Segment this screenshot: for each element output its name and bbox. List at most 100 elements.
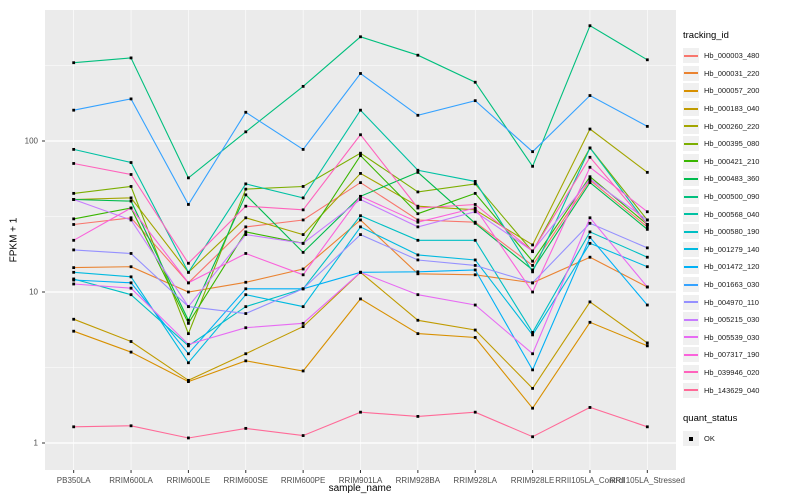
legend-label: Hb_005215_030: [704, 315, 760, 325]
data-point-marker: [645, 285, 649, 289]
legend-key: [683, 294, 699, 310]
data-point-marker: [72, 266, 76, 270]
legend-key: [683, 83, 699, 99]
legend-item-Hb_000580_190: Hb_000580_190: [683, 223, 798, 241]
legend-line-swatch: [684, 265, 698, 268]
legend-item-Hb_005539_030: Hb_005539_030: [683, 329, 798, 347]
data-point-marker: [531, 352, 534, 356]
data-point-marker: [301, 84, 305, 88]
data-point-marker: [588, 177, 592, 181]
legend-line-swatch: [684, 371, 698, 374]
data-point-marker: [645, 425, 649, 429]
legend-item-Hb_000183_040: Hb_000183_040: [683, 100, 798, 118]
data-point-marker: [187, 378, 190, 382]
data-point-marker: [244, 326, 248, 330]
legend-label: Hb_000003_480: [704, 51, 760, 61]
data-point-marker: [359, 214, 362, 218]
data-point-marker: [416, 53, 420, 57]
data-point-marker: [588, 320, 592, 324]
data-point-marker: [531, 264, 534, 267]
x-tick-label: RRIM600PE: [280, 476, 326, 485]
y-tick-label: 100: [24, 136, 38, 146]
legend-key: [683, 364, 699, 380]
data-point-marker: [244, 230, 248, 234]
data-point-marker: [187, 290, 190, 294]
x-axis-title: sample_name: [328, 483, 392, 494]
legend-line-swatch: [684, 283, 698, 286]
legend-tracking-items: Hb_000003_480 Hb_000031_220 Hb_000057_200 H…: [683, 47, 798, 399]
legend-label: OK: [704, 434, 715, 444]
legend-label: Hb_001279_140: [704, 244, 760, 254]
legend-line-swatch: [684, 301, 698, 304]
data-point-marker: [244, 216, 248, 220]
data-point-marker: [359, 218, 362, 222]
data-point-marker: [645, 223, 649, 226]
data-point-marker: [301, 273, 305, 277]
legend-label: Hb_000057_200: [704, 86, 760, 96]
data-point-marker: [588, 221, 592, 225]
y-axis-title: FPKM + 1: [8, 217, 20, 263]
data-point-marker: [416, 258, 420, 262]
data-point-marker: [359, 225, 362, 229]
x-tick-label: RRII105LA_Control: [555, 476, 625, 485]
legend-label: Hb_000031_220: [704, 68, 760, 78]
data-point-marker: [244, 233, 248, 236]
data-point-marker: [301, 233, 305, 236]
data-point-marker: [187, 344, 190, 348]
x-tick-label: RRIM928LE: [510, 476, 555, 485]
data-point-marker: [129, 281, 133, 285]
data-point-marker: [244, 110, 248, 114]
data-point-marker: [588, 24, 592, 28]
data-point-marker: [72, 329, 76, 333]
data-point-marker: [359, 72, 362, 75]
data-point-marker: [416, 204, 420, 208]
data-point-marker: [416, 225, 420, 229]
data-point-marker: [72, 147, 76, 151]
data-point-marker: [129, 350, 133, 354]
data-point-marker: [129, 286, 133, 290]
data-point-marker: [531, 259, 534, 263]
data-point-marker: [416, 206, 420, 210]
data-point-marker: [416, 332, 420, 336]
legend-key: [683, 347, 699, 363]
x-tick-label: RRIM901LA: [338, 476, 383, 485]
legend-line-swatch: [684, 72, 698, 75]
data-point-marker: [244, 352, 248, 356]
legend-item-Hb_000057_200: Hb_000057_200: [683, 82, 798, 100]
data-point-marker: [588, 255, 592, 259]
data-point-marker: [416, 415, 420, 418]
legend-key: [683, 382, 699, 398]
data-point-marker: [531, 386, 534, 390]
data-point-marker: [359, 172, 362, 175]
x-tick-label: RRIM600LE: [166, 476, 211, 485]
legend-quant-title: quant_status: [683, 412, 738, 424]
data-point-marker: [531, 243, 534, 247]
data-point-marker: [187, 352, 190, 356]
data-point-marker: [588, 406, 592, 409]
data-point-marker: [72, 61, 76, 65]
data-point-marker: [588, 165, 592, 169]
data-point-marker: [359, 233, 362, 236]
data-point-marker: [473, 336, 477, 339]
legend-line-swatch: [684, 195, 698, 198]
data-point-marker: [531, 368, 534, 372]
legend-item-Hb_001663_030: Hb_001663_030: [683, 276, 798, 294]
legend-item-Hb_000003_480: Hb_000003_480: [683, 47, 798, 65]
legend-key: [683, 329, 699, 345]
data-point-marker: [473, 180, 477, 183]
data-point-marker: [359, 108, 362, 112]
data-point-marker: [244, 130, 248, 134]
data-point-marker: [416, 113, 420, 117]
ok-square-marker: [689, 436, 693, 441]
data-point-marker: [473, 328, 477, 332]
legend-tracking-title: tracking_id: [683, 30, 729, 41]
data-point-marker: [129, 275, 133, 279]
data-point-marker: [531, 249, 534, 253]
legend-line-swatch: [684, 177, 698, 180]
legend-item-Hb_005215_030: Hb_005215_030: [683, 311, 798, 329]
data-point-marker: [129, 340, 133, 343]
data-point-marker: [359, 198, 362, 201]
data-point-marker: [473, 210, 477, 214]
data-point-marker: [187, 261, 190, 265]
